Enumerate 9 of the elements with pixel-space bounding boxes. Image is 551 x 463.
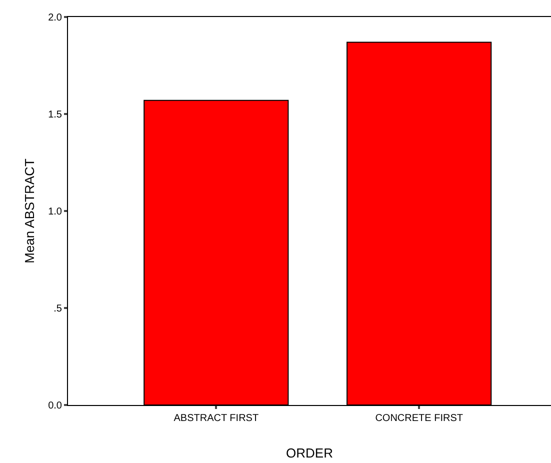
y-axis-title: Mean ABSTRACT — [22, 158, 38, 264]
x-axis-title: ORDER — [286, 446, 333, 461]
y-tick-label: 1.5 — [48, 110, 62, 120]
y-tick-label: 1.0 — [48, 206, 62, 218]
x-tick-label: ABSTRACT FIRST — [174, 413, 259, 424]
y-tick-label: .5 — [54, 304, 62, 314]
x-tick-label: CONCRETE FIRST — [375, 413, 463, 424]
y-tick-label: 0.0 — [48, 400, 62, 412]
y-tick-label: 2.0 — [48, 12, 62, 24]
